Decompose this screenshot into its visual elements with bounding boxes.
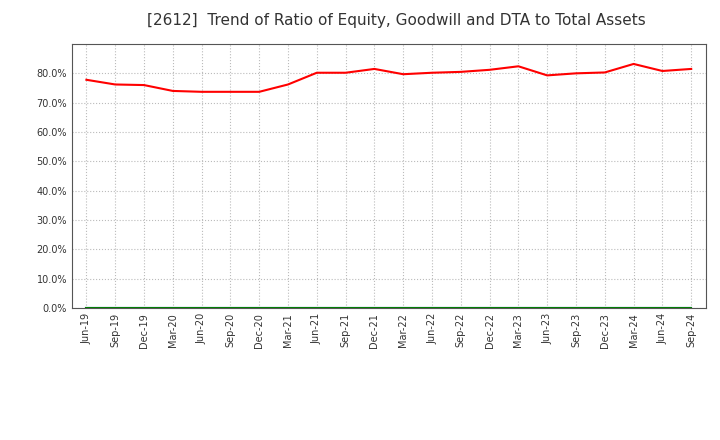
- Goodwill: [111, 305, 120, 311]
- Line: Equity: Equity: [86, 64, 691, 92]
- Equity: [485, 67, 494, 73]
- Goodwill: [572, 305, 580, 311]
- Goodwill: [629, 305, 638, 311]
- Deferred Tax Assets: [226, 305, 235, 311]
- Equity: [572, 71, 580, 76]
- Deferred Tax Assets: [82, 305, 91, 311]
- Goodwill: [485, 305, 494, 311]
- Deferred Tax Assets: [485, 305, 494, 311]
- Equity: [111, 82, 120, 87]
- Goodwill: [312, 305, 321, 311]
- Goodwill: [168, 305, 177, 311]
- Equity: [456, 69, 465, 74]
- Deferred Tax Assets: [629, 305, 638, 311]
- Deferred Tax Assets: [140, 305, 148, 311]
- Equity: [82, 77, 91, 82]
- Deferred Tax Assets: [255, 305, 264, 311]
- Equity: [658, 68, 667, 73]
- Deferred Tax Assets: [543, 305, 552, 311]
- Equity: [312, 70, 321, 75]
- Deferred Tax Assets: [514, 305, 523, 311]
- Equity: [255, 89, 264, 95]
- Equity: [600, 70, 609, 75]
- Equity: [687, 66, 696, 72]
- Equity: [399, 72, 408, 77]
- Goodwill: [399, 305, 408, 311]
- Goodwill: [600, 305, 609, 311]
- Deferred Tax Assets: [168, 305, 177, 311]
- Deferred Tax Assets: [456, 305, 465, 311]
- Goodwill: [226, 305, 235, 311]
- Goodwill: [514, 305, 523, 311]
- Goodwill: [687, 305, 696, 311]
- Deferred Tax Assets: [600, 305, 609, 311]
- Goodwill: [370, 305, 379, 311]
- Deferred Tax Assets: [197, 305, 206, 311]
- Goodwill: [341, 305, 350, 311]
- Equity: [226, 89, 235, 95]
- Goodwill: [428, 305, 436, 311]
- Goodwill: [284, 305, 292, 311]
- Equity: [140, 82, 148, 88]
- Goodwill: [255, 305, 264, 311]
- Deferred Tax Assets: [341, 305, 350, 311]
- Equity: [168, 88, 177, 94]
- Deferred Tax Assets: [370, 305, 379, 311]
- Goodwill: [82, 305, 91, 311]
- Goodwill: [658, 305, 667, 311]
- Deferred Tax Assets: [312, 305, 321, 311]
- Equity: [428, 70, 436, 75]
- Deferred Tax Assets: [428, 305, 436, 311]
- Deferred Tax Assets: [111, 305, 120, 311]
- Equity: [543, 73, 552, 78]
- Goodwill: [197, 305, 206, 311]
- Deferred Tax Assets: [284, 305, 292, 311]
- Equity: [370, 66, 379, 72]
- Goodwill: [456, 305, 465, 311]
- Equity: [629, 61, 638, 66]
- Deferred Tax Assets: [572, 305, 580, 311]
- Deferred Tax Assets: [658, 305, 667, 311]
- Deferred Tax Assets: [399, 305, 408, 311]
- Goodwill: [543, 305, 552, 311]
- Equity: [197, 89, 206, 95]
- Deferred Tax Assets: [687, 305, 696, 311]
- Goodwill: [140, 305, 148, 311]
- Equity: [341, 70, 350, 75]
- Text: [2612]  Trend of Ratio of Equity, Goodwill and DTA to Total Assets: [2612] Trend of Ratio of Equity, Goodwil…: [147, 13, 645, 28]
- Equity: [514, 64, 523, 69]
- Equity: [284, 82, 292, 87]
